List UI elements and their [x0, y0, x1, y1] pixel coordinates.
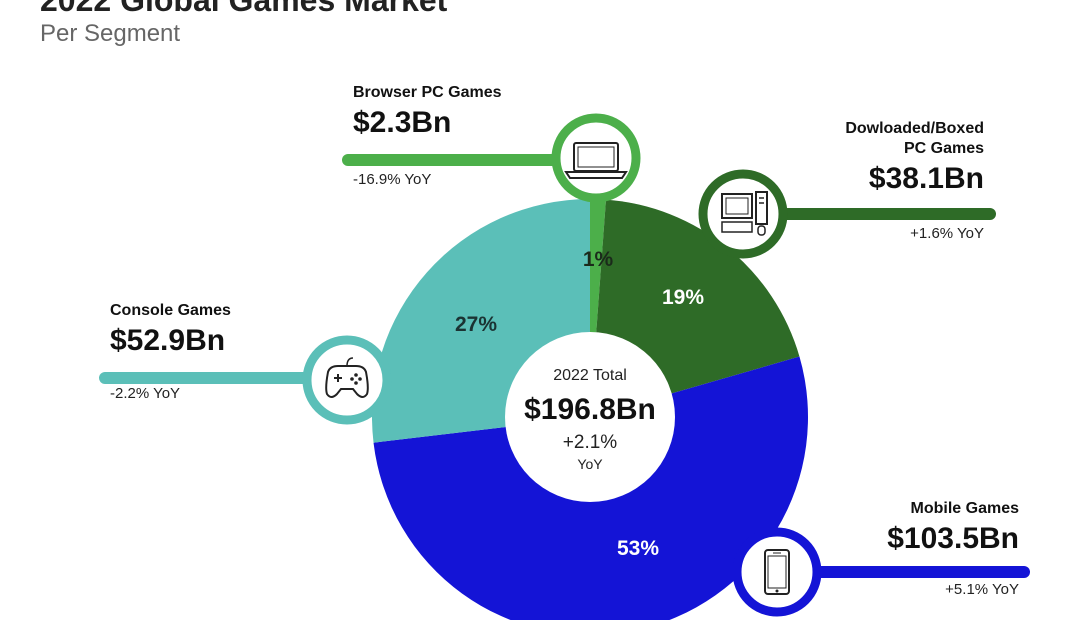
- console-value: $52.9Bn: [110, 324, 226, 357]
- download-name-line1: Dowloaded/Boxed: [845, 120, 984, 137]
- mobile-percent-label: 53%: [617, 537, 659, 560]
- chart-title: 2022 Global Games Market: [40, 0, 448, 18]
- chart-subtitle: Per Segment: [40, 20, 181, 47]
- laptop-icon: [551, 113, 641, 203]
- donut-hole: [505, 332, 675, 502]
- download-percent-label: 19%: [662, 286, 704, 309]
- console-label-block: Console Games $52.9Bn -2.2% YoY: [110, 302, 231, 402]
- download-value: $38.1Bn: [868, 162, 984, 195]
- total-value: $196.8Bn: [524, 393, 656, 426]
- mobile-yoy: +5.1% YoY: [945, 581, 1019, 598]
- console-yoy: -2.2% YoY: [110, 385, 181, 402]
- browser-yoy: -16.9% YoY: [353, 171, 432, 188]
- browser-value: $2.3Bn: [353, 106, 452, 139]
- total-growth-unit: YoY: [577, 456, 603, 472]
- download-yoy: +1.6% YoY: [910, 225, 984, 242]
- download-label-block: Dowloaded/Boxed PC Games $38.1Bn +1.6% Y…: [845, 120, 984, 242]
- gamepad-icon: [302, 335, 392, 425]
- smartphone-icon: [732, 527, 822, 617]
- mobile-value: $103.5Bn: [887, 522, 1019, 555]
- console-name: Console Games: [110, 302, 231, 319]
- browser-percent-label: 1%: [583, 248, 614, 271]
- mobile-name: Mobile Games: [910, 500, 1019, 517]
- desktop-computer-icon: [698, 169, 788, 259]
- browser-label-block: Browser PC Games $2.3Bn -16.9% YoY: [353, 84, 502, 188]
- download-name-line2: PC Games: [903, 140, 984, 157]
- total-growth: +2.1%: [563, 432, 618, 453]
- browser-name: Browser PC Games: [353, 84, 502, 101]
- mobile-label-block: Mobile Games $103.5Bn +5.1% YoY: [887, 500, 1019, 598]
- total-heading: 2022 Total: [553, 367, 627, 384]
- console-percent-label: 27%: [455, 313, 497, 336]
